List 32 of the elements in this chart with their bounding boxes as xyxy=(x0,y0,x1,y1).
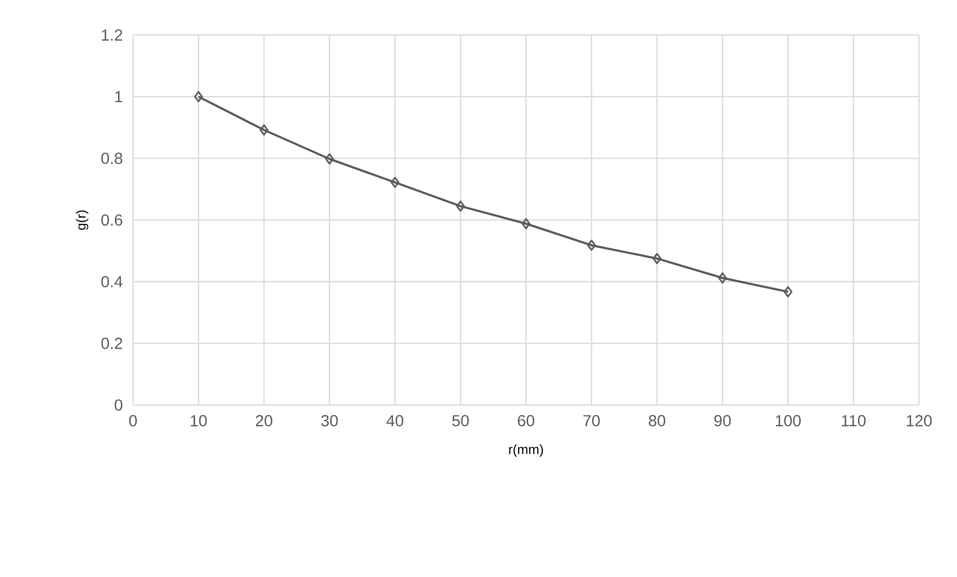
y-tick-label: 0 xyxy=(114,399,122,411)
point xyxy=(456,200,465,212)
x-tick-label: 70 xyxy=(583,415,600,426)
y-tick-label: 1 xyxy=(115,91,122,102)
y-tick-label: 0.2 xyxy=(101,338,122,349)
x-tick-label: 100 xyxy=(776,415,801,426)
x-tick-label: 90 xyxy=(714,415,731,426)
y-tick-label: 0.8 xyxy=(101,152,122,164)
point xyxy=(652,252,662,264)
point xyxy=(784,286,792,298)
point xyxy=(325,153,334,165)
point xyxy=(390,176,400,188)
x-tick-label: 60 xyxy=(518,415,534,426)
x-tick-label: 10 xyxy=(190,415,207,426)
x-tick-label: 50 xyxy=(452,415,469,426)
x-tick-label: 120 xyxy=(906,415,932,426)
point xyxy=(194,91,203,102)
x-tick-label: 30 xyxy=(321,415,338,426)
y-tick-label: 0.4 xyxy=(101,276,122,288)
point xyxy=(718,272,727,284)
point xyxy=(587,240,596,251)
point xyxy=(260,124,268,136)
x-tick-label: 110 xyxy=(842,415,866,426)
y-tick-label: 0.6 xyxy=(101,214,122,226)
y-tick-label: 1.2 xyxy=(102,29,122,41)
y-axis-title: g(r) xyxy=(76,210,88,230)
x-tick-label: 0 xyxy=(129,415,137,426)
x-tick-label: 20 xyxy=(256,415,272,426)
point xyxy=(522,218,530,230)
x-tick-label: 40 xyxy=(386,415,404,426)
x-axis-title: r(mm) xyxy=(509,444,543,457)
x-tick-label: 80 xyxy=(648,415,666,426)
